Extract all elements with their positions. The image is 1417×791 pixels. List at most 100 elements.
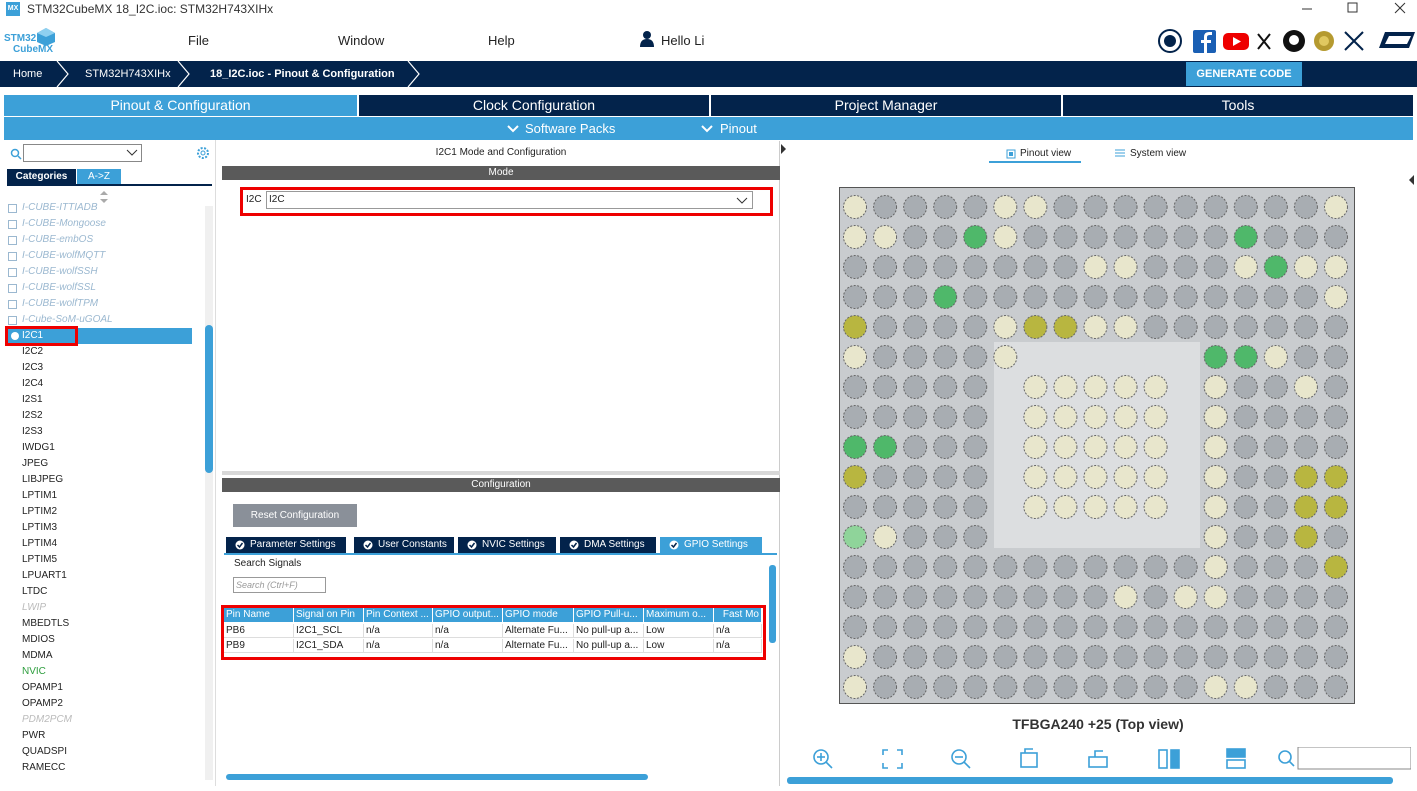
collapse-left[interactable] — [780, 141, 788, 161]
sidebar-item[interactable]: I2C1 — [8, 328, 192, 344]
collapse-right[interactable] — [1407, 172, 1415, 192]
column-header[interactable]: Maximum o... — [644, 608, 714, 622]
expand-icon[interactable] — [8, 284, 17, 293]
sidebar-item[interactable]: IWDG1 — [22, 442, 55, 453]
menu-file[interactable]: File — [188, 33, 209, 48]
column-header[interactable]: GPIO mode — [503, 608, 574, 622]
sidebar-item[interactable]: PDM2PCM — [22, 714, 73, 725]
table-cell[interactable]: Low — [644, 624, 714, 638]
menu-help[interactable]: Help — [488, 33, 515, 48]
column-header[interactable]: GPIO Pull-u... — [574, 608, 644, 622]
sidebar-item[interactable]: LPTIM3 — [22, 522, 58, 533]
generate-code-button[interactable]: GENERATE CODE — [1186, 62, 1302, 86]
main-tab[interactable]: Clock Configuration — [359, 95, 709, 116]
social-icons[interactable] — [1157, 28, 1417, 54]
column-header[interactable]: Pin Name — [224, 608, 294, 622]
table-cell[interactable]: n/a — [364, 639, 433, 653]
breadcrumb-project[interactable]: 18_I2C.ioc - Pinout & Configuration — [210, 68, 395, 80]
menu-window[interactable]: Window — [338, 33, 385, 48]
scroll-thumb[interactable] — [205, 325, 213, 473]
sidebar-item[interactable]: JPEG — [22, 458, 49, 469]
config-tab[interactable]: DMA Settings — [560, 537, 656, 553]
sidebar-item[interactable]: LIBJPEG — [22, 474, 64, 485]
reset-configuration-button[interactable]: Reset Configuration — [233, 504, 357, 527]
expand-icon[interactable] — [8, 220, 17, 229]
sidebar-item[interactable]: I-CUBE-wolfMQTT — [22, 250, 106, 261]
sidebar-item[interactable]: I-CUBE-embOS — [22, 234, 94, 245]
sidebar-item[interactable]: OPAMP2 — [22, 698, 63, 709]
window-controls[interactable] — [1290, 0, 1417, 18]
sort-arrows[interactable] — [99, 190, 109, 204]
sidebar-item[interactable]: LPTIM1 — [22, 490, 58, 501]
table-hscroll[interactable] — [226, 774, 648, 780]
column-header[interactable]: Fast Mo — [714, 608, 762, 622]
sidebar-item[interactable]: I2S3 — [22, 426, 43, 437]
sidebar-item[interactable]: LPUART1 — [22, 570, 67, 581]
sidebar-item[interactable]: I2C4 — [22, 378, 44, 389]
table-cell[interactable]: n/a — [433, 639, 503, 653]
sidebar-item[interactable]: I-CUBE-Mongoose — [22, 218, 106, 229]
sidebar-item[interactable]: LWIP — [22, 602, 47, 613]
table-vscroll[interactable] — [769, 565, 776, 643]
search-signals-input[interactable]: Search (Ctrl+F) — [233, 577, 326, 593]
breadcrumb-home[interactable]: Home — [13, 68, 43, 80]
pinout-hscroll[interactable] — [787, 777, 1393, 784]
table-cell[interactable]: PB9 — [224, 639, 294, 653]
pinout-menu-tab[interactable]: Pinout — [720, 121, 757, 136]
sidebar-item[interactable]: I-Cube-SoM-uGOAL — [22, 314, 113, 325]
table-cell[interactable]: Low — [644, 639, 714, 653]
expand-icon[interactable] — [8, 316, 17, 325]
software-packs-tab[interactable]: Software Packs — [525, 121, 616, 136]
table-cell[interactable]: n/a — [714, 639, 762, 653]
sidebar-item[interactable]: NVIC — [22, 666, 46, 677]
table-cell[interactable]: n/a — [433, 624, 503, 638]
expand-icon[interactable] — [8, 300, 17, 309]
table-cell[interactable]: PB6 — [224, 624, 294, 638]
column-header[interactable]: Pin Context ... — [364, 608, 433, 622]
sidebar-item[interactable]: OPAMP1 — [22, 682, 63, 693]
expand-icon[interactable] — [8, 236, 17, 245]
column-header[interactable]: Signal on Pin — [294, 608, 364, 622]
sidebar-item[interactable]: MDMA — [22, 650, 53, 661]
splitter[interactable] — [222, 471, 780, 475]
sidebar-item[interactable]: I-CUBE-wolfSSL — [22, 282, 96, 293]
user-name[interactable]: Hello Li — [661, 33, 705, 48]
search-combo[interactable] — [23, 144, 142, 162]
table-cell[interactable]: n/a — [364, 624, 433, 638]
sidebar-item[interactable]: MDIOS — [22, 634, 55, 645]
main-tab[interactable]: Tools — [1063, 95, 1413, 116]
sidebar-item[interactable]: LPTIM4 — [22, 538, 58, 549]
config-tab[interactable]: GPIO Settings — [660, 537, 762, 553]
table-cell[interactable]: I2C1_SCL — [294, 624, 364, 638]
sidebar-item[interactable]: PWR — [22, 730, 46, 741]
main-tab[interactable]: Pinout & Configuration — [4, 95, 357, 116]
breadcrumb-device[interactable]: STM32H743XIHx — [85, 68, 171, 80]
sidebar-item[interactable]: I-CUBE-ITTIADB — [22, 202, 98, 213]
config-tab[interactable]: NVIC Settings — [458, 537, 556, 553]
table-cell[interactable]: No pull-up a... — [574, 624, 644, 638]
zoom-toolbar[interactable] — [811, 747, 1411, 771]
table-cell[interactable]: No pull-up a... — [574, 639, 644, 653]
config-tab[interactable]: User Constants — [354, 537, 454, 553]
table-cell[interactable]: Alternate Fu... — [503, 624, 574, 638]
sidebar-item[interactable]: QUADSPI — [22, 746, 68, 757]
mode-dropdown[interactable]: I2C — [266, 191, 753, 209]
expand-icon[interactable] — [8, 268, 17, 277]
sidebar-item[interactable]: I-CUBE-wolfSSH — [22, 266, 98, 277]
expand-icon[interactable] — [8, 252, 17, 261]
sidebar-item[interactable]: RAMECC — [22, 762, 66, 773]
sidebar-item[interactable]: LPTIM2 — [22, 506, 58, 517]
sidebar-item[interactable]: LTDC — [22, 586, 48, 597]
sidebar-item[interactable]: MBEDTLS — [22, 618, 70, 629]
config-tab[interactable]: Parameter Settings — [226, 537, 346, 553]
system-view-tab[interactable]: System view — [1130, 148, 1187, 159]
sidebar-item[interactable]: I2S1 — [22, 394, 43, 405]
settings-icon[interactable] — [196, 146, 210, 160]
sidebar-item[interactable]: LPTIM5 — [22, 554, 58, 565]
az-tab[interactable]: A->Z — [77, 169, 121, 184]
main-tab[interactable]: Project Manager — [711, 95, 1061, 116]
categories-tab[interactable]: Categories — [7, 169, 76, 184]
table-cell[interactable]: Alternate Fu... — [503, 639, 574, 653]
table-cell[interactable]: I2C1_SDA — [294, 639, 364, 653]
sidebar-item[interactable]: I2S2 — [22, 410, 43, 421]
